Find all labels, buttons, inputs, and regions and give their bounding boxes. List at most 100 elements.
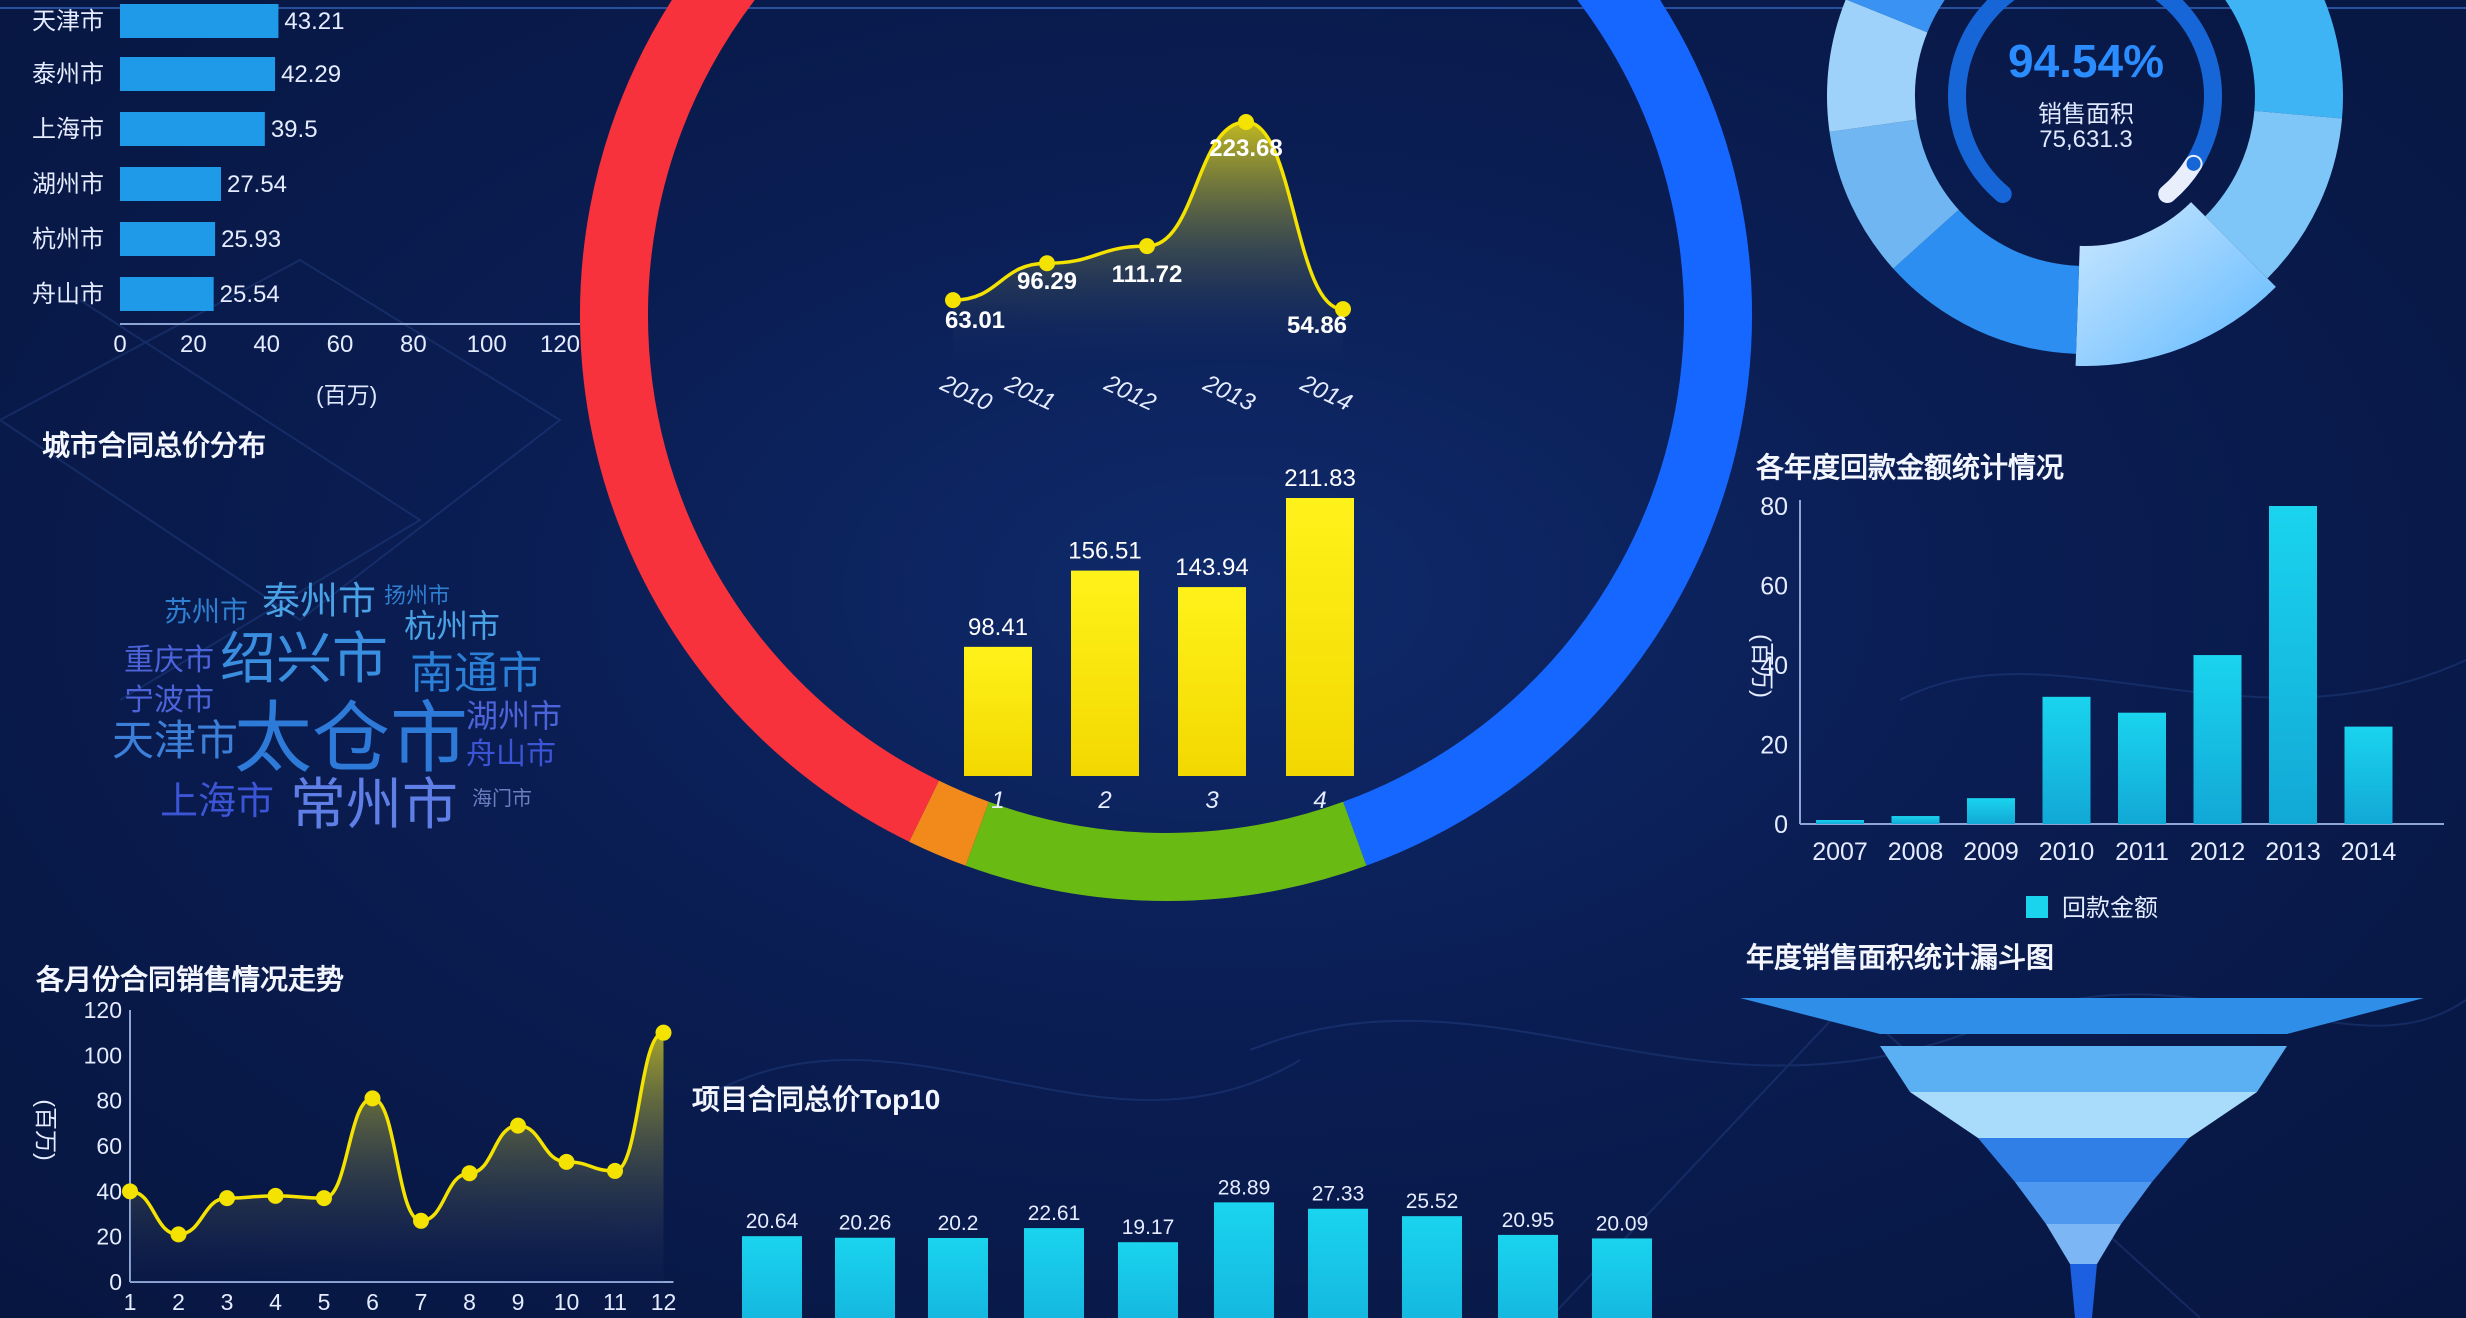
city-bar-chart: 天津市 43.21 泰州市 42.29 上海市 39.5 湖州市 27.54 杭州市 25.93 舟… [32,4,580,358]
funnel-layer [2015,1182,2152,1224]
city-bar-tick: 100 [467,331,507,358]
monthly-y-tick: 120 [84,997,122,1023]
ring-line-value: 54.86 [1287,312,1347,339]
ring-bar-category: 4 [1313,787,1326,814]
monthly-point [170,1226,187,1243]
top10-bar-value: 19.17 [1122,1216,1175,1239]
city-bar [120,57,276,91]
funnel-layer [1978,1138,2189,1182]
top10-bar-value: 28.89 [1218,1176,1271,1199]
gauge-progress-arc [1948,0,2222,204]
monthly-title: 各月份合同销售情况走势 [36,964,345,995]
city-bar-value: 42.29 [281,61,341,88]
city-bar-tick: 80 [400,331,427,358]
ring-bar-category: 2 [1097,787,1111,814]
ring-line-point [1039,255,1055,272]
top10-bar-value: 22.61 [1028,1202,1081,1225]
top10-bar-value: 20.26 [839,1212,892,1235]
annual-bar [2042,696,2091,824]
ring-line-value: 96.29 [1017,268,1077,295]
annual-y-tick: 20 [1760,732,1788,760]
ring-bar-category: 1 [991,787,1004,814]
city-bar-value: 25.93 [221,226,281,253]
gauge-segment [1847,0,1945,33]
annual-x-tick: 2011 [2115,838,2169,866]
city-bar-tick: 60 [327,331,354,358]
monthly-x-tick: 5 [318,1289,331,1315]
top10-bar [1024,1228,1084,1318]
ring-bar-value: 156.51 [1068,538,1141,565]
city-bar-value: 27.54 [227,171,287,198]
top10-bar [835,1237,895,1318]
gauge-value: 75,631.3 [2039,126,2133,153]
gauge-label: 销售面积 [2038,101,2134,128]
top10-bar [742,1236,802,1318]
annual-y-tick: 60 [1760,573,1788,601]
city-bar [120,222,216,256]
monthly-y-label: (百万) [33,1099,59,1160]
monthly-x-tick: 7 [415,1289,428,1315]
gauge-segment [1893,209,2080,354]
city-bar-tick: 20 [180,331,207,358]
funnel-layer [1910,1092,2257,1138]
annual-x-tick: 2013 [2265,838,2321,866]
ring-segment-orange [909,780,990,866]
annual-bar [1891,816,1940,824]
annual-x-tick: 2007 [1812,838,1868,866]
annual-bar [2118,712,2166,824]
ring-segment-blue [1343,0,1752,866]
monthly-x-tick: 6 [366,1289,379,1315]
city-bar-category: 泰州市 [32,61,104,88]
monthly-point [461,1165,478,1182]
city-bar-value: 39.5 [271,116,318,143]
city-bar-value: 43.21 [284,8,344,35]
gauge-progress-dot [2186,156,2201,171]
gauge-percent: 94.54% [2007,35,2164,87]
ring-bar [964,646,1032,776]
annual-y-tick: 40 [1760,652,1788,680]
annual-bar-chart: 0 20 40 60 80 (百万) 2007 2008 2009 2010 2011 2012 201… [1748,493,2444,922]
monthly-x-tick: 11 [603,1289,627,1315]
ring-line-x-tick: 2012 [1099,369,1160,416]
top10-bar-value: 20.2 [938,1212,979,1235]
monthly-point [607,1162,623,1179]
top10-bar [1118,1242,1178,1318]
monthly-x-tick: 2 [172,1289,185,1315]
city-bar-tick: 0 [113,331,126,358]
ring-bar-value: 143.94 [1175,554,1248,581]
city-bar-category: 天津市 [32,8,104,35]
annual-bar [2269,506,2317,824]
gauge-segment [2225,0,2343,119]
funnel-layer [1740,998,2424,1034]
center-ring: 63.01 2010 96.29 2011 111.72 2012 223.68 2013 54… [580,0,1752,901]
ring-line-point [1139,238,1155,255]
city-bar [120,4,279,38]
ring-line-x-tick: 2014 [1295,369,1356,416]
top10-bar [1308,1208,1368,1318]
ring-line-value: 63.01 [945,307,1005,334]
ring-line-point [945,292,961,309]
ring-line-point [1335,301,1351,318]
funnel-layer [1880,1046,2287,1092]
top10-bar [1592,1238,1652,1318]
annual-y-label: (百万) [1748,634,1775,698]
top10-bar [1498,1234,1558,1318]
annual-x-tick: 2009 [1963,838,2019,866]
monthly-y-tick: 20 [96,1224,122,1250]
monthly-point [122,1183,138,1200]
funnel-layer [2046,1224,2121,1264]
wordcloud-title: 城市合同总价分布 [42,430,267,461]
city-bar-value: 25.54 [220,281,280,308]
top10-bar-chart: 20.64 20.26 20.2 22.61 19.17 28.89 27.33 25.52 2… [742,1176,1652,1318]
city-bar-category: 舟山市 [32,281,104,308]
top10-bar-value: 20.95 [1502,1209,1555,1232]
funnel-layer [2070,1264,2097,1318]
top10-bar [1402,1216,1462,1318]
ring-line-area [953,122,1343,360]
monthly-point [364,1090,381,1107]
ring-line-value: 223.68 [1209,135,1282,162]
top10-bar-value: 20.09 [1596,1212,1649,1235]
ring-segment-green [965,801,1367,901]
gauge-segment [1827,0,1928,132]
